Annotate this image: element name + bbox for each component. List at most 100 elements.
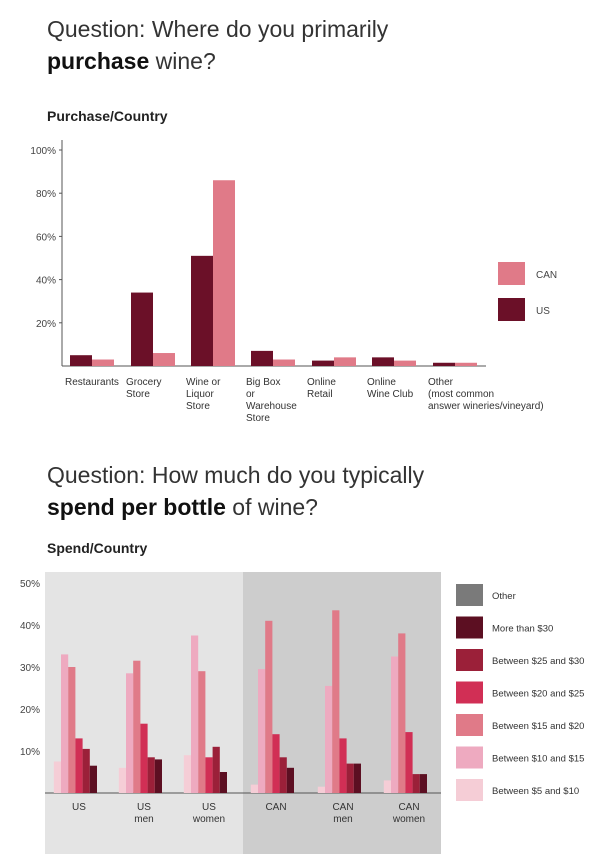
x-category-label: Online: [307, 377, 336, 388]
legend-swatch-between-25-and-30: [456, 649, 483, 671]
bar-can-online-retail: [334, 357, 356, 366]
y-tick-label: 40%: [20, 621, 40, 632]
bar-between-25-and-30-us-women: [212, 746, 220, 793]
legend-label-between-5-and-10: Between $5 and $10: [492, 786, 579, 797]
y-tick-label: 50%: [20, 579, 40, 590]
question-2-line-2: spend per bottle of wine?: [47, 491, 318, 523]
legend-label-us: US: [536, 306, 550, 317]
bar-between-10-and-15-can: [258, 669, 266, 793]
question-1-line-1: Question: Where do you primarily: [47, 16, 389, 42]
bar-can-wine-or-liquor-store: [213, 180, 235, 366]
bar-us-other-most-common-answer-wineries-vineyard: [433, 362, 455, 366]
x-category-label: Warehouse: [246, 401, 297, 412]
bar-between-20-and-25-us: [75, 738, 83, 793]
x-category-label: Wine Club: [367, 389, 414, 400]
y-tick-label: 80%: [36, 189, 56, 200]
bar-between-15-and-20-can-women: [398, 633, 406, 793]
bar-between-15-and-20-us: [68, 667, 76, 793]
bar-us-big-box-or-warehouse-store: [251, 350, 273, 366]
y-tick-label: 20%: [20, 705, 40, 716]
legend-swatch-between-10-and-15: [456, 746, 483, 769]
x-category-label: Store: [246, 413, 270, 424]
x-category-label: Store: [186, 401, 210, 412]
x-category-label: men: [134, 814, 153, 825]
legend-label-between-15-and-20: Between $15 and $20: [492, 721, 584, 732]
legend-swatch-between-15-and-20: [456, 714, 483, 736]
bar-more-than-30-us: [89, 765, 97, 793]
bar-between-15-and-20-can: [265, 620, 273, 793]
bar-between-10-and-15-us-women: [191, 635, 199, 793]
x-category-label: men: [333, 814, 352, 825]
bar-between-10-and-15-can-women: [391, 656, 399, 793]
x-category-label: Restaurants: [65, 377, 119, 388]
chart-2-title: Spend/Country: [47, 540, 148, 556]
x-category-label: Wine or: [186, 377, 221, 388]
legend-swatch-more-than-30: [456, 616, 483, 639]
bar-between-10-and-15-us: [61, 654, 69, 793]
bar-can-grocery-store: [153, 353, 175, 366]
bar-between-25-and-30-can-women: [412, 774, 420, 793]
x-category-label: Liquor: [186, 389, 214, 400]
bar-more-than-30-can-men: [353, 763, 361, 793]
bar-us-grocery-store: [131, 292, 153, 366]
bar-between-15-and-20-can-men: [332, 610, 340, 793]
x-category-label: or: [246, 389, 256, 400]
x-category-label: Other: [428, 377, 454, 388]
chart-1-title: Purchase/Country: [47, 108, 168, 124]
bar-us-online-wine-club: [372, 357, 394, 366]
question-1-emphasis: purchase: [47, 48, 150, 74]
x-category-label: Store: [126, 389, 150, 400]
bar-between-5-and-10-us-men: [118, 767, 126, 793]
legend-swatch-between-5-and-10: [456, 779, 483, 801]
x-category-label: Retail: [307, 389, 333, 400]
x-category-label: women: [392, 814, 425, 825]
bar-more-than-30-us-men: [154, 759, 162, 793]
us-panel-background: [45, 572, 243, 854]
legend-swatch-other: [456, 584, 483, 606]
can-panel-background: [243, 572, 441, 854]
x-category-label: Big Box: [246, 377, 280, 388]
bar-more-than-30-can-women: [419, 774, 427, 793]
bar-between-5-and-10-us: [53, 761, 61, 793]
y-tick-label: 60%: [36, 232, 56, 243]
bar-between-5-and-10-can-men: [317, 786, 325, 793]
bar-between-20-and-25-can-women: [405, 732, 413, 793]
x-category-label: US: [202, 802, 216, 813]
question-1-rest: wine?: [149, 48, 216, 74]
bar-more-than-30-can: [286, 767, 294, 793]
bar-can-restaurants: [92, 359, 114, 366]
question-2-line-1: Question: How much do you typically: [47, 462, 425, 488]
legend-label-between-25-and-30: Between $25 and $30: [492, 656, 584, 667]
bar-between-20-and-25-us-women: [205, 757, 213, 793]
x-category-label: CAN: [398, 802, 419, 813]
bar-between-25-and-30-us: [82, 748, 90, 793]
x-category-label: answer wineries/vineyard): [428, 401, 544, 412]
question-2-emphasis: spend per bottle: [47, 494, 226, 520]
y-tick-label: 20%: [36, 319, 56, 330]
bar-between-25-and-30-can: [279, 757, 287, 793]
bar-can-online-wine-club: [394, 360, 416, 366]
legend-label-can: CAN: [536, 270, 557, 281]
y-tick-label: 100%: [30, 146, 56, 157]
question-1-line-2: purchase wine?: [47, 45, 216, 77]
bar-between-20-and-25-can: [272, 734, 280, 793]
bar-between-20-and-25-us-men: [140, 723, 148, 793]
x-category-label: CAN: [265, 802, 286, 813]
y-tick-label: 40%: [36, 276, 56, 287]
question-2-rest: of wine?: [225, 494, 318, 520]
x-category-label: US: [72, 802, 86, 813]
bar-between-25-and-30-can-men: [346, 763, 354, 793]
y-tick-label: 30%: [20, 663, 40, 674]
legend-swatch-can: [498, 262, 525, 285]
legend-swatch-between-20-and-25: [456, 681, 483, 704]
legend-label-other: Other: [492, 591, 516, 602]
x-category-label: CAN: [332, 802, 353, 813]
bar-between-20-and-25-can-men: [339, 738, 347, 793]
bar-more-than-30-us-women: [219, 772, 227, 793]
legend-swatch-us: [498, 298, 525, 321]
bar-between-15-and-20-us-men: [133, 660, 141, 793]
x-category-label: Grocery: [126, 377, 162, 388]
x-category-label: women: [192, 814, 225, 825]
bar-us-wine-or-liquor-store: [191, 255, 213, 366]
